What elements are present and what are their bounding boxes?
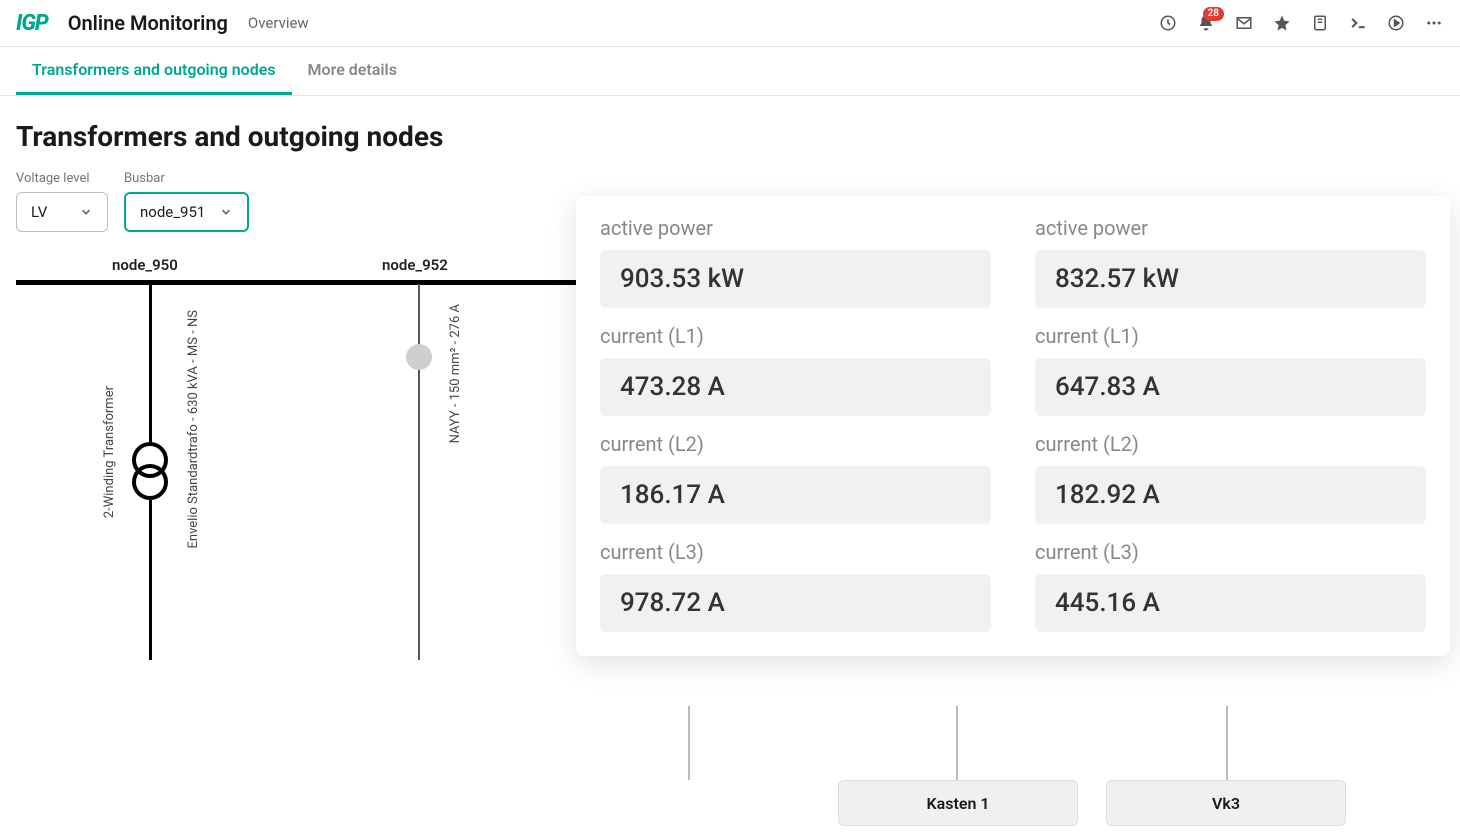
book-icon[interactable] bbox=[1310, 13, 1330, 33]
metric-label: current (L2) bbox=[1035, 432, 1426, 456]
node-label-right: node_952 bbox=[382, 256, 448, 274]
metric-value: 832.57 kW bbox=[1035, 250, 1426, 308]
metric-l2-right: current (L2) 182.92 A bbox=[1035, 432, 1426, 524]
leg-line bbox=[1226, 706, 1228, 780]
leg-line bbox=[688, 706, 690, 780]
app-header: IGP Online Monitoring Overview 28 bbox=[0, 0, 1460, 47]
cable-node-dot bbox=[406, 344, 432, 370]
app-title: Online Monitoring bbox=[68, 11, 228, 35]
voltage-label: Voltage level bbox=[16, 171, 108, 186]
metric-l3-right: current (L3) 445.16 A bbox=[1035, 540, 1426, 632]
cable-desc-label: NAYY - 150 mm² - 276 A bbox=[448, 304, 463, 443]
chevron-down-icon bbox=[79, 205, 93, 219]
metric-value: 182.92 A bbox=[1035, 466, 1426, 524]
tab-transformers[interactable]: Transformers and outgoing nodes bbox=[16, 47, 292, 95]
metric-label: current (L3) bbox=[1035, 540, 1426, 564]
metric-active-power-right: active power 832.57 kW bbox=[1035, 216, 1426, 308]
leg-line bbox=[956, 706, 958, 780]
metrics-panel: active power 903.53 kW active power 832.… bbox=[576, 196, 1450, 656]
metric-value: 978.72 A bbox=[600, 574, 991, 632]
cable-feeder bbox=[418, 284, 420, 660]
more-icon[interactable] bbox=[1424, 13, 1444, 33]
tab-bar: Transformers and outgoing nodes More det… bbox=[0, 47, 1460, 96]
leg-button-vk3[interactable]: Vk3 bbox=[1106, 780, 1346, 826]
header-actions: 28 bbox=[1158, 13, 1444, 33]
notification-badge: 28 bbox=[1203, 7, 1224, 21]
metric-value: 473.28 A bbox=[600, 358, 991, 416]
metric-value: 445.16 A bbox=[1035, 574, 1426, 632]
page-body: Transformers and outgoing nodes Voltage … bbox=[0, 96, 1460, 762]
voltage-select[interactable]: LV bbox=[16, 192, 108, 232]
metric-label: active power bbox=[1035, 216, 1426, 240]
metric-l1-right: current (L1) 647.83 A bbox=[1035, 324, 1426, 416]
terminal-icon[interactable] bbox=[1348, 13, 1368, 33]
voltage-value: LV bbox=[31, 203, 47, 221]
metric-value: 186.17 A bbox=[600, 466, 991, 524]
metric-label: current (L2) bbox=[600, 432, 991, 456]
voltage-filter: Voltage level LV bbox=[16, 171, 108, 232]
chevron-down-icon bbox=[219, 205, 233, 219]
clock-icon[interactable] bbox=[1158, 13, 1178, 33]
metric-label: current (L1) bbox=[600, 324, 991, 348]
metric-l2-left: current (L2) 186.17 A bbox=[600, 432, 991, 524]
metric-value: 647.83 A bbox=[1035, 358, 1426, 416]
transformer-desc-label: Envelio Standardtrafo - 630 kVA - MS - N… bbox=[186, 310, 201, 549]
node-label-left: node_950 bbox=[112, 256, 178, 274]
metric-label: active power bbox=[600, 216, 991, 240]
transformer-type-label: 2-Winding Transformer bbox=[102, 386, 117, 518]
busbar-label: Busbar bbox=[124, 171, 249, 186]
metric-label: current (L3) bbox=[600, 540, 991, 564]
star-icon[interactable] bbox=[1272, 13, 1292, 33]
metric-l3-left: current (L3) 978.72 A bbox=[600, 540, 991, 632]
single-line-diagram: node_950 node_952 2-Winding Transformer … bbox=[16, 256, 576, 676]
leg-button-kasten1[interactable]: Kasten 1 bbox=[838, 780, 1078, 826]
page-title: Transformers and outgoing nodes bbox=[16, 120, 1444, 153]
metric-value: 903.53 kW bbox=[600, 250, 991, 308]
outgoing-legs: Kasten 1 Vk3 bbox=[576, 706, 1450, 836]
mail-icon[interactable] bbox=[1234, 13, 1254, 33]
nav-overview[interactable]: Overview bbox=[248, 14, 309, 32]
metric-label: current (L1) bbox=[1035, 324, 1426, 348]
busbar-select[interactable]: node_951 bbox=[124, 192, 249, 232]
tab-more-details[interactable]: More details bbox=[292, 47, 413, 95]
busbar-filter: Busbar node_951 bbox=[124, 171, 249, 232]
transformer-feeder-bottom bbox=[149, 500, 152, 660]
logo: IGP bbox=[16, 11, 48, 36]
metric-l1-left: current (L1) 473.28 A bbox=[600, 324, 991, 416]
metric-active-power-left: active power 903.53 kW bbox=[600, 216, 991, 308]
transformer-feeder-top bbox=[149, 284, 152, 444]
transformer-symbol bbox=[132, 442, 168, 500]
bell-icon[interactable]: 28 bbox=[1196, 13, 1216, 33]
busbar-line bbox=[16, 280, 576, 285]
play-icon[interactable] bbox=[1386, 13, 1406, 33]
busbar-value: node_951 bbox=[140, 203, 205, 221]
